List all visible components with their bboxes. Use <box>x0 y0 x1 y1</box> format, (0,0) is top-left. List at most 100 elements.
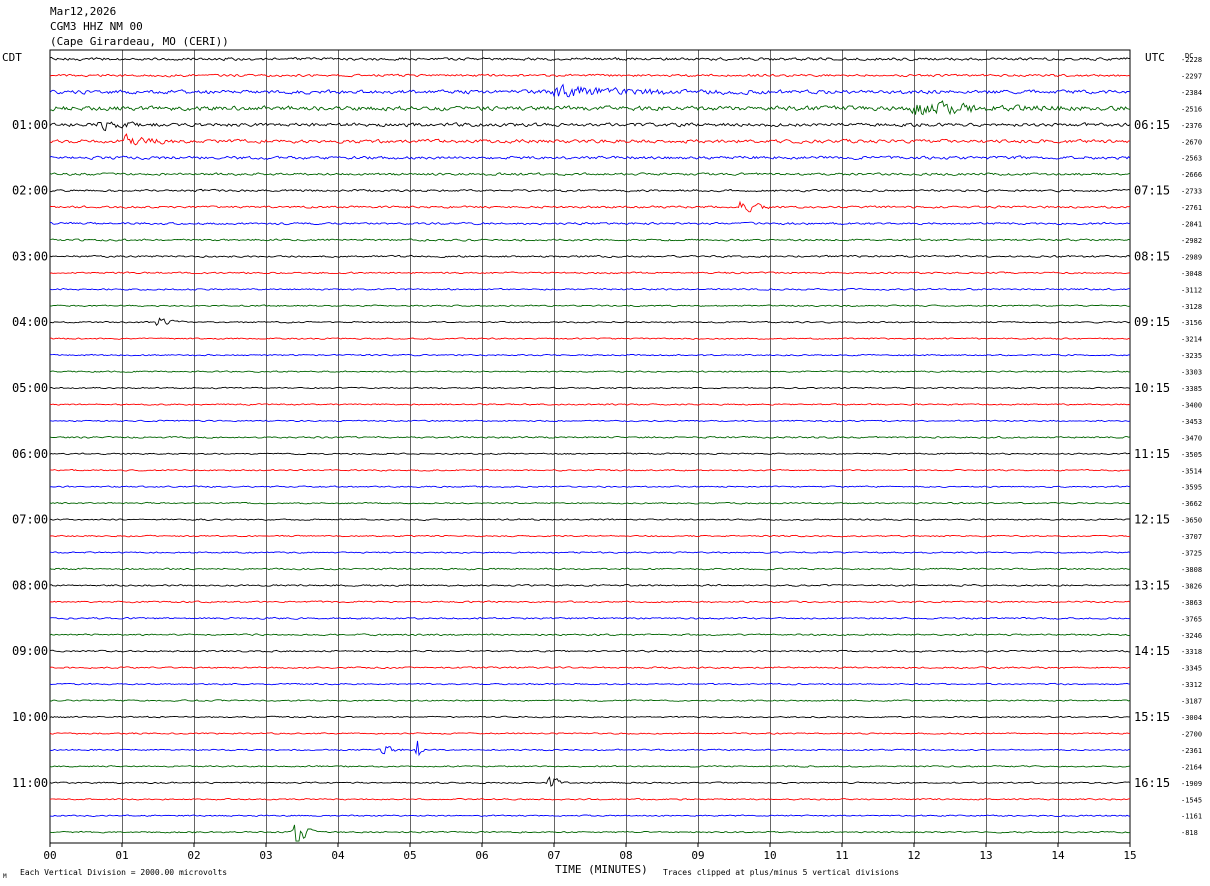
header-location: (Cape Girardeau, MO (CERI)) <box>50 35 229 48</box>
seismic-trace <box>49 56 1131 62</box>
dc-offset-value: -3650 <box>1181 517 1202 525</box>
seismic-trace <box>49 271 1131 275</box>
left-timezone-label: CDT <box>2 51 22 64</box>
dc-offset-value: -2841 <box>1181 221 1202 229</box>
dc-offset-value: -2164 <box>1181 763 1202 771</box>
dc-offset-value: -2563 <box>1181 155 1202 163</box>
seismic-trace <box>49 238 1131 242</box>
dc-offset-value: -3470 <box>1181 434 1202 442</box>
plot-frame <box>49 49 1131 844</box>
dc-offset-value: -2516 <box>1181 105 1202 113</box>
utc-hour-label: 08:15 <box>1134 249 1170 263</box>
x-axis: 00 01 02 03 04 05 06 07 08 09 10 11 12 13 14 15 <box>43 843 1137 862</box>
x-tick-label: 14 <box>1051 849 1065 862</box>
dc-offset-value: -2700 <box>1181 730 1202 738</box>
seismic-trace <box>49 386 1131 390</box>
seismic-trace <box>49 435 1131 439</box>
dc-offset-value: -1545 <box>1181 796 1202 804</box>
x-tick-label: 13 <box>979 849 992 862</box>
dc-offset-value: -1161 <box>1181 813 1202 821</box>
utc-hour-label: 16:15 <box>1134 776 1170 790</box>
dc-offset-value: -3112 <box>1181 286 1202 294</box>
dc-offset-value: -3318 <box>1181 648 1202 656</box>
time-labels: 01:00 06:15 02:00 07:15 03:00 08:15 04:00 09:15… <box>12 118 1170 790</box>
seismic-trace <box>49 100 1131 116</box>
dc-offset-value: -2670 <box>1181 138 1202 146</box>
seismic-trace <box>49 732 1131 735</box>
x-tick-label: 08 <box>619 849 632 862</box>
seismic-trace <box>49 765 1131 768</box>
seismic-trace <box>49 287 1130 291</box>
x-tick-label: 11 <box>835 849 848 862</box>
plot-grid <box>49 49 1131 844</box>
dc-offset-value: -3765 <box>1181 615 1202 623</box>
seismic-trace <box>49 403 1131 406</box>
dc-offset-value: -3863 <box>1181 599 1202 607</box>
seismic-trace <box>49 353 1131 357</box>
x-tick-label: 10 <box>763 849 776 862</box>
seismic-trace <box>50 304 1131 308</box>
dc-offset-value: -3187 <box>1181 698 1202 706</box>
x-tick-label: 07 <box>547 849 560 862</box>
dc-offset-value: -2666 <box>1181 171 1202 179</box>
trace-group <box>49 56 1131 842</box>
dc-offset-value: -3128 <box>1181 303 1202 311</box>
dc-offset-value: -2982 <box>1181 237 1202 245</box>
seismic-trace <box>49 188 1131 193</box>
dc-offset-value: -2733 <box>1181 188 1202 196</box>
dc-offset-value: -3595 <box>1181 484 1202 492</box>
dc-offset-value: -2376 <box>1181 122 1202 130</box>
utc-hour-label: 15:15 <box>1134 710 1170 724</box>
cdt-hour-label: 02:00 <box>12 184 48 198</box>
seismic-trace <box>49 501 1130 505</box>
seismic-trace <box>49 584 1131 587</box>
header-date: Mar12,2026 <box>50 5 116 18</box>
dc-offset-value: -3156 <box>1181 319 1202 327</box>
dc-offset-value: -2384 <box>1181 89 1202 97</box>
seismic-trace <box>49 254 1131 259</box>
x-tick-label: 03 <box>259 849 272 862</box>
dc-offset-labels: -2228 -2297 -2384 -2516 -2376 -2670 -2563 -2666… <box>1181 56 1202 837</box>
cdt-hour-label: 04:00 <box>12 315 48 329</box>
cdt-hour-label: 01:00 <box>12 118 48 132</box>
seismic-trace <box>49 776 1131 787</box>
utc-hour-label: 07:15 <box>1134 184 1170 198</box>
seismic-trace <box>49 666 1131 670</box>
cdt-hour-label: 07:00 <box>12 513 48 527</box>
cdt-hour-label: 06:00 <box>12 447 48 461</box>
seismic-trace <box>49 814 1131 818</box>
seismic-trace <box>49 567 1131 571</box>
x-tick-label: 06 <box>475 849 488 862</box>
dc-header-label: DC <box>1185 52 1193 60</box>
seismic-trace <box>49 616 1131 620</box>
seismic-trace <box>49 797 1131 801</box>
seismic-trace <box>49 534 1131 538</box>
seismic-trace <box>49 649 1131 653</box>
utc-hour-label: 13:15 <box>1134 578 1170 592</box>
seismic-trace <box>49 600 1131 604</box>
utc-hour-label: 06:15 <box>1134 118 1170 132</box>
dc-offset-value: -3725 <box>1181 550 1202 558</box>
dc-offset-value: -3235 <box>1181 352 1202 360</box>
utc-hour-label: 09:15 <box>1134 315 1170 329</box>
dc-offset-value: -3808 <box>1181 566 1202 574</box>
dc-offset-value: -1909 <box>1181 780 1202 788</box>
x-tick-label: 15 <box>1123 849 1136 862</box>
clip-note: Traces clipped at plus/minus 5 vertical … <box>663 868 899 877</box>
utc-hour-label: 14:15 <box>1134 644 1170 658</box>
scale-note: Each Vertical Division = 2000.00 microvo… <box>20 868 227 877</box>
dc-offset-value: -3514 <box>1181 467 1202 475</box>
dc-offset-value: -3662 <box>1181 500 1202 508</box>
utc-hour-label: 11:15 <box>1134 447 1170 461</box>
seismic-trace <box>49 83 1131 98</box>
dc-offset-value: -2228 <box>1181 56 1202 64</box>
seismic-trace <box>49 468 1131 472</box>
utc-hour-label: 12:15 <box>1134 513 1170 527</box>
cdt-hour-label: 05:00 <box>12 381 48 395</box>
dc-offset-value: -2989 <box>1181 253 1202 261</box>
dc-offset-value: -3048 <box>1181 270 1202 278</box>
seismic-trace <box>49 824 1131 842</box>
seismic-trace <box>49 551 1131 554</box>
right-timezone-label: UTC <box>1145 51 1165 64</box>
